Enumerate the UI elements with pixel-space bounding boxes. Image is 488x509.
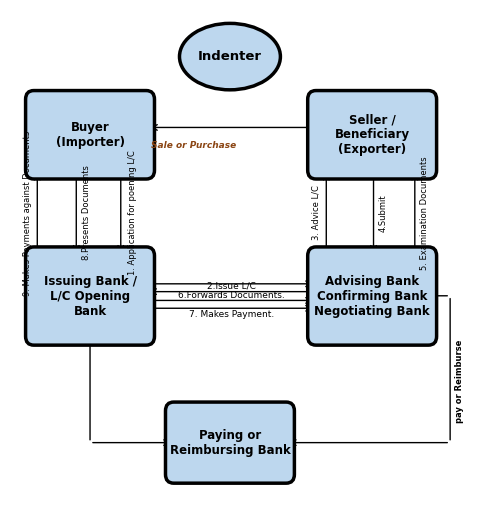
FancyBboxPatch shape — [308, 91, 437, 179]
Text: Sale or Purchase: Sale or Purchase — [151, 140, 236, 150]
Text: 3. Advice L/C: 3. Advice L/C — [311, 185, 320, 240]
Text: 5. Examination Documents: 5. Examination Documents — [420, 156, 429, 270]
Text: 6.Forwards Documents.: 6.Forwards Documents. — [178, 291, 285, 300]
Text: Buyer
(Importer): Buyer (Importer) — [56, 121, 124, 149]
Text: 4.Submit: 4.Submit — [379, 194, 388, 232]
Text: pay or Reimburse: pay or Reimburse — [455, 340, 464, 423]
Text: 9. Makes Payments against Documents: 9. Makes Payments against Documents — [22, 130, 32, 296]
FancyBboxPatch shape — [308, 247, 437, 345]
Text: Seller /
Beneficiary
(Exporter): Seller / Beneficiary (Exporter) — [335, 114, 410, 156]
FancyBboxPatch shape — [25, 247, 155, 345]
Text: 1. Application for poening L/C: 1. Application for poening L/C — [128, 151, 137, 275]
Text: Paying or
Reimbursing Bank: Paying or Reimbursing Bank — [169, 429, 290, 457]
FancyBboxPatch shape — [165, 402, 294, 483]
Text: Advising Bank
Confirming Bank
Negotiating Bank: Advising Bank Confirming Bank Negotiatin… — [314, 274, 430, 318]
Text: Issuing Bank /
L/C Opening
Bank: Issuing Bank / L/C Opening Bank — [43, 274, 137, 318]
Text: Indenter: Indenter — [198, 50, 262, 63]
Text: 2.Issue L/C: 2.Issue L/C — [207, 282, 256, 291]
FancyBboxPatch shape — [25, 91, 155, 179]
Text: 7. Makes Payment.: 7. Makes Payment. — [189, 309, 274, 319]
Ellipse shape — [180, 23, 281, 90]
Text: 8.Presents Documents: 8.Presents Documents — [82, 165, 91, 261]
